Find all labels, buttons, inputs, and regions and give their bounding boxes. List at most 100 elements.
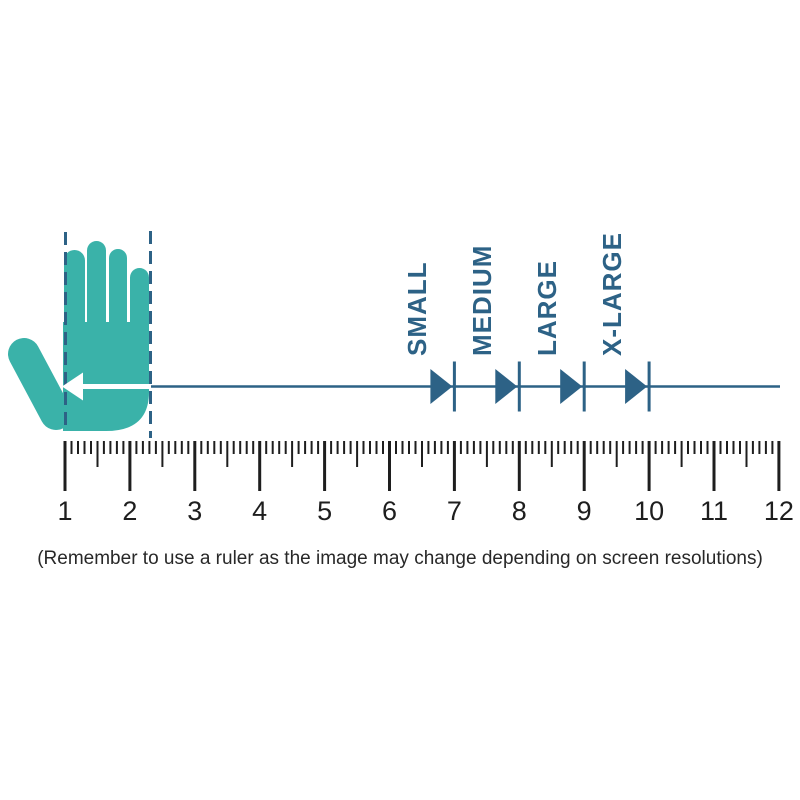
- ruler-tick: [576, 441, 579, 454]
- ruler-tick: [596, 441, 599, 454]
- ruler-tick: [356, 441, 359, 467]
- ruler-tick: [141, 441, 144, 454]
- ruler-tick: [291, 441, 294, 467]
- ruler-tick: [745, 441, 748, 467]
- ruler-tick: [382, 441, 384, 454]
- ruler-tick: [674, 441, 677, 454]
- ruler-tick: [187, 441, 190, 454]
- ruler-number-3: 3: [187, 496, 203, 526]
- ruler-tick: [90, 441, 92, 454]
- ruler-tick: [109, 441, 112, 454]
- ruler-tick: [336, 441, 339, 454]
- ruler-tick: [647, 441, 651, 491]
- ruler-tick: [304, 441, 307, 454]
- ruler-tick: [472, 441, 475, 454]
- ruler-tick: [557, 441, 560, 454]
- size-marker-bar-medium: [517, 361, 521, 412]
- ruler-tick: [751, 441, 754, 454]
- ruler-tick: [628, 441, 631, 454]
- ruler-tick: [570, 441, 573, 454]
- ruler-number-10: 10: [634, 496, 665, 526]
- ruler-tick: [265, 441, 268, 454]
- right-triangle-marker-icon-small: [430, 369, 453, 404]
- ruler-tick: [712, 441, 716, 491]
- index-finger-shape: [64, 250, 85, 335]
- palm-shape: [63, 322, 149, 431]
- ruler-tick: [70, 441, 73, 454]
- ruler-tick: [771, 441, 774, 454]
- ruler-tick: [135, 441, 138, 454]
- ruler-tick: [180, 441, 183, 454]
- ruler-number-12: 12: [763, 496, 794, 526]
- ruler-tick: [421, 441, 423, 467]
- ruler-tick: [219, 441, 222, 454]
- ruler-tick: [115, 441, 118, 454]
- ruler-tick: [343, 441, 346, 454]
- ruler-number-8: 8: [511, 496, 527, 526]
- ruler-tick: [83, 441, 86, 454]
- ruler-tick: [206, 441, 209, 454]
- ruler-tick: [654, 441, 657, 454]
- ruler-tick: [524, 441, 527, 454]
- size-markers: [430, 361, 651, 412]
- ring-finger-shape: [109, 249, 127, 337]
- ruler-tick: [167, 441, 170, 454]
- ruler-tick: [323, 441, 327, 491]
- ruler-number-6: 6: [381, 496, 398, 526]
- ruler-tick: [317, 441, 320, 454]
- size-label-medium: MEDIUM: [467, 244, 498, 356]
- right-triangle-marker-icon-large: [560, 369, 583, 404]
- size-label-x-large: X-LARGE: [597, 232, 628, 356]
- ruler-number-9: 9: [576, 496, 592, 526]
- pinky-finger-shape: [130, 268, 149, 338]
- ruler-tick: [700, 441, 702, 454]
- ruler-tick: [161, 441, 164, 467]
- ruler-tick: [505, 441, 508, 454]
- ruler-tick: [310, 441, 313, 454]
- ruler-tick: [252, 441, 255, 454]
- ruler-tick: [388, 441, 391, 491]
- ruler-tick: [427, 441, 430, 454]
- ruler-tick: [706, 441, 709, 454]
- ruler-tick: [589, 441, 592, 454]
- ruler-tick: [550, 441, 553, 467]
- hand-silhouette-icon: [8, 241, 149, 431]
- caption-text: (Remember to use a ruler as the image ma…: [37, 548, 763, 569]
- ruler-tick: [498, 441, 501, 454]
- ruler-tick: [719, 441, 722, 454]
- ruler-tick: [226, 441, 229, 467]
- ruler-tick: [511, 441, 514, 454]
- size-marker-bar-large: [582, 361, 586, 412]
- ruler-tick: [732, 441, 735, 454]
- ruler-tick: [297, 441, 300, 454]
- ruler-tick: [284, 441, 287, 454]
- ruler-tick: [63, 441, 67, 491]
- ruler-tick: [667, 441, 670, 454]
- ruler-tick: [77, 441, 79, 454]
- ruler-tick: [362, 441, 365, 454]
- ruler-tick: [245, 441, 248, 454]
- ruler-tick: [128, 441, 132, 491]
- measure-arrow-shaft: [80, 384, 151, 389]
- ruler-number-2: 2: [122, 496, 138, 526]
- ruler-tick: [758, 441, 761, 454]
- ruler-tick: [349, 441, 352, 454]
- ruler-tick: [544, 441, 547, 454]
- ruler-tick: [492, 441, 495, 454]
- ruler-tick: [96, 441, 99, 467]
- size-marker-bar-small: [452, 361, 456, 412]
- size-label-small: SMALL: [402, 261, 433, 356]
- size-marker-bar-x-large: [647, 361, 651, 412]
- ruler-ticks: [63, 441, 781, 491]
- ruler-tick: [414, 441, 417, 454]
- ruler-tick: [258, 441, 262, 491]
- ruler-number-7: 7: [446, 496, 462, 526]
- ruler-tick: [200, 441, 203, 454]
- ruler-tick: [622, 441, 625, 454]
- ruler-tick: [517, 441, 521, 491]
- ruler-tick: [232, 441, 235, 454]
- ruler-tick: [609, 441, 612, 454]
- ruler-tick: [433, 441, 436, 454]
- right-triangle-marker-icon-medium: [495, 369, 518, 404]
